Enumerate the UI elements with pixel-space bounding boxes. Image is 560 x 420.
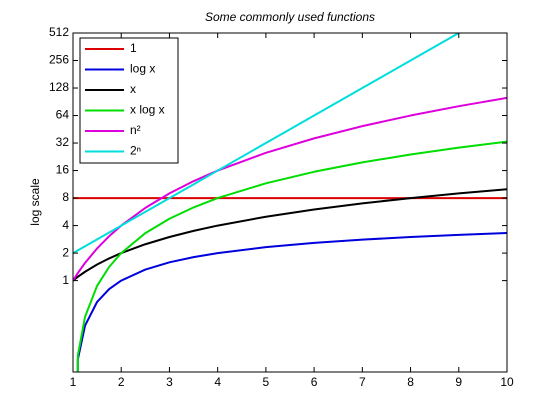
legend-label: x log x — [130, 103, 165, 117]
y-tick-label: 1 — [62, 273, 69, 287]
plot-area — [73, 33, 507, 372]
x-tick-label: 9 — [455, 375, 462, 389]
line-series — [76, 231, 507, 372]
chart-title: Some commonly used functions — [205, 10, 375, 24]
y-tick-label: 2 — [62, 245, 69, 259]
y-tick-label: 4 — [62, 218, 69, 232]
line-series — [76, 140, 507, 372]
x-tick-label: 7 — [359, 375, 366, 389]
line-series — [73, 96, 507, 282]
y-axis-label: log scale — [28, 178, 42, 226]
y-tick-label: 128 — [49, 80, 69, 94]
legend-box — [79, 37, 179, 164]
y-tick-label: 16 — [56, 163, 70, 177]
x-tick-label: 10 — [500, 375, 514, 389]
y-tick-label: 64 — [56, 108, 70, 122]
legend-label: x — [130, 82, 136, 96]
legend-label: n² — [130, 123, 141, 137]
axes-box — [72, 32, 508, 373]
x-tick-label: 2 — [118, 375, 125, 389]
y-tick-label: 512 — [49, 25, 69, 39]
y-tick-label: 32 — [56, 135, 70, 149]
legend-label: 1 — [130, 41, 137, 55]
x-tick-label: 1 — [70, 375, 77, 389]
x-tick-label: 4 — [214, 375, 221, 389]
y-tick-label: 8 — [62, 190, 69, 204]
x-tick-label: 5 — [263, 375, 270, 389]
x-tick-label: 3 — [166, 375, 173, 389]
legend-label: 2ⁿ — [130, 144, 141, 158]
x-tick-label: 8 — [407, 375, 414, 389]
line-series — [73, 188, 507, 282]
x-tick-label: 6 — [311, 375, 318, 389]
y-tick-label: 256 — [49, 53, 69, 67]
line-series — [73, 33, 461, 254]
legend-label: log x — [130, 62, 155, 76]
